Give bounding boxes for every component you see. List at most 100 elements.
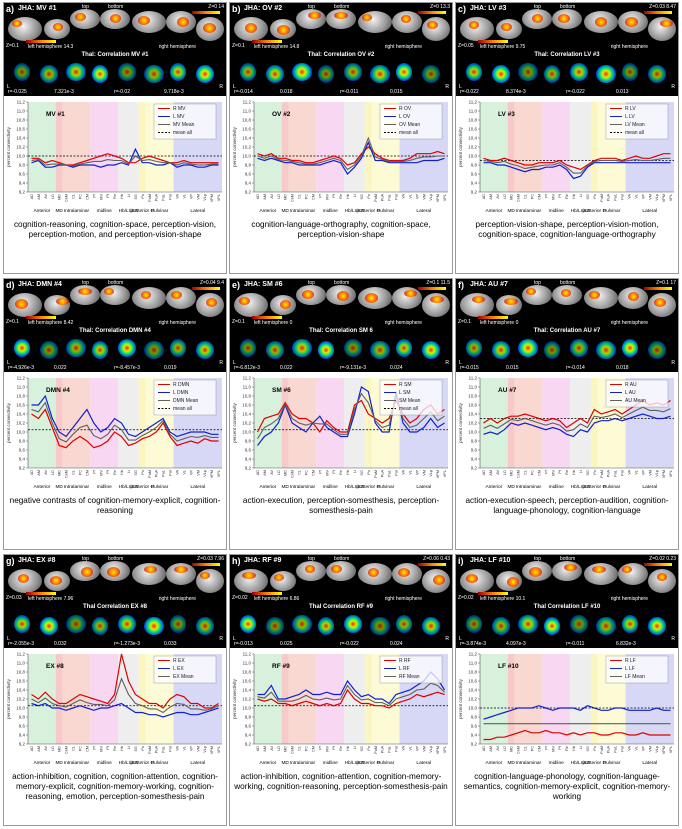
brain-surface-map: i) JHA: LF #10 top bottom Z=0.02 left hemisph… [456,555,678,603]
series-line [483,705,671,720]
group-label: Pulvinar [603,760,621,766]
x-tick-label: Po [367,746,371,751]
thalamus-slice [622,615,638,633]
x-tick-label: VA [401,746,405,751]
x-tick-label: MV [325,194,329,200]
brain-hemisphere-view [166,563,196,585]
x-tick-label: VP [415,746,419,752]
activation-blob [305,565,315,573]
group-label: Lateral [416,208,431,214]
x-tick-label: AD [256,746,260,752]
group-label: MD [281,760,289,766]
activation-blob [532,14,543,23]
x-tick-label: VM [648,470,652,476]
x-tick-label: PuA [381,194,385,202]
legend-label: R OV [399,106,412,112]
x-tick-label: PuI [395,194,399,200]
y-tick-label: 10,0 [16,154,25,159]
x-tick-label: VLp [655,470,659,477]
x-tick-label: VA [627,194,631,199]
legend-label: mean all [173,130,192,136]
y-tick-label: 10,8 [242,394,251,399]
thalamus-slice [344,339,362,357]
thalamus-slice [40,65,58,83]
group-band [288,102,317,192]
figure-panel: e) JHA: SM #6 top bottom Z=0.1 left hemispher… [229,278,453,550]
series-line [257,146,445,166]
y-tick-label: 9,6 [471,172,478,177]
x-tick-label: SG [586,194,590,200]
panel-caption: action-inhibition, cognition, cognition-… [12,772,218,801]
group-label: Lateral [642,484,657,490]
thalamus-slice [648,617,666,635]
series-line [483,406,671,432]
legend-box [153,379,217,416]
group-label: Lateral [642,760,657,766]
chart-panel-label: SM #6 [272,387,291,394]
correlation-range: 0.022 [280,365,293,371]
top-view-label: top [308,556,315,562]
correlation-range: r=-3.874e-3 [460,641,486,647]
thalamus-title: Thal: Correlation SM 6 [309,328,373,334]
x-tick-label: VPL [669,194,673,201]
group-label: Pulvinar [603,484,621,490]
x-tick-label: AV [496,194,500,199]
x-tick-label: PuA [381,470,385,478]
activation-blob [433,575,445,585]
right-hemisphere-label: right hemisphere [610,320,648,326]
correlation-range: 0.018 [280,89,293,95]
activation-blob [628,292,639,301]
x-tick-label: VP [415,470,419,476]
activation-blob [507,577,519,587]
series-line [31,394,219,438]
activation-blob [561,289,571,297]
colorbar-right [192,11,220,14]
connectivity-chart: Anterior MD Intralaminar midline Hb/LI/SG pos… [456,372,678,494]
panel-title: JHA: EX #8 [18,557,56,564]
group-label: Hb/LI/SG [119,484,139,490]
correlation-range: 0.019 [164,365,177,371]
legend-label: L LV [625,114,635,120]
thalamus-slice [266,341,284,359]
x-tick-label: VM [648,746,652,752]
y-tick-label: 11,2 [469,652,478,657]
series-line [31,401,219,443]
x-tick-label: PuA [381,746,385,754]
panel-title: JHA: MV #1 [18,5,57,12]
x-tick-label: Re [565,746,569,751]
x-tick-label: PuL [162,194,166,201]
x-tick-label: PC [304,194,308,200]
activation-blob [144,566,157,573]
activation-blob [245,23,257,33]
x-tick-label: CL [524,194,528,199]
y-tick-label: 9,6 [471,448,478,453]
group-label: Hb/LI/SG [119,208,139,214]
x-tick-label: AV [270,470,274,475]
x-tick-label: CeM [65,470,69,478]
chart-legend: R SM L SM SM Mean mean all [379,379,443,416]
legend-label: AU Mean [625,398,646,404]
y-tick-label: 9,6 [19,172,26,177]
activation-blob [12,20,22,27]
x-tick-label: VP [189,746,193,752]
thalamus-slice [66,63,86,81]
x-tick-label: Pt [332,469,336,474]
panel-letter: h) [232,556,241,566]
panel-caption: negative contrasts of cognition-memory-e… [9,496,221,515]
activation-blob [177,17,189,27]
connectivity-chart: Anterior MD Intralaminar midline Hb/LI/SG pos… [230,372,452,494]
x-tick-label: VM [422,746,426,752]
group-label: MD [55,484,63,490]
y-tick-label: 9,2 [245,742,252,747]
brain-surface-map: g) JHA: EX #8 top bottom Z=0.03 left hemisphe… [4,555,226,603]
right-marker: R [445,636,449,642]
group-label: Lateral [190,760,205,766]
group-label: Pulvinar [151,208,169,214]
chart-legend: R MV L MV MV Mean mean all [153,103,217,140]
group-band [316,378,345,468]
group-label: posterior G [356,208,380,214]
bottom-view-label: bottom [560,556,576,562]
x-tick-label: Li [353,194,357,197]
thalamus-slice [518,63,538,81]
x-tick-label: VL [634,470,638,475]
